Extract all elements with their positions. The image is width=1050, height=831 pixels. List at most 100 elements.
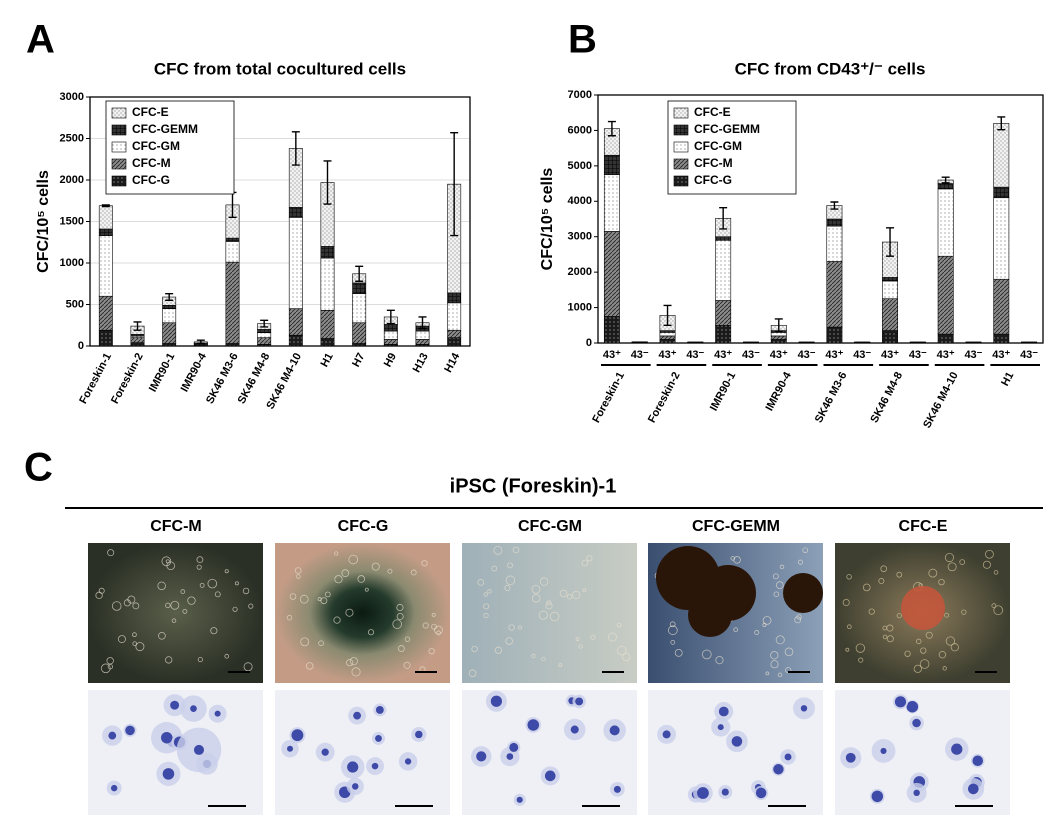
cell — [305, 662, 314, 670]
bar-segment — [993, 123, 1010, 188]
error-bar — [774, 318, 783, 333]
error-bar — [291, 131, 300, 166]
cell — [855, 643, 866, 653]
legend-swatch — [111, 141, 127, 153]
bar-segment — [383, 324, 398, 332]
x-tick-label: H1 — [319, 351, 336, 369]
cell — [410, 569, 417, 576]
cell — [590, 634, 596, 640]
x-tick-label: 43⁻ — [909, 349, 927, 361]
bar-segment — [447, 302, 462, 331]
nucleus — [347, 761, 359, 773]
bar-segment — [257, 337, 272, 345]
colony — [783, 573, 823, 613]
cell — [575, 637, 580, 642]
cell — [196, 556, 204, 564]
x-tick-label: 43⁺ — [714, 349, 732, 361]
cell — [107, 549, 115, 557]
bar-segment — [715, 300, 732, 326]
cell — [559, 589, 568, 598]
bar-segment — [659, 332, 676, 337]
micrograph — [275, 543, 450, 683]
x-tick-label: 43⁺ — [770, 349, 788, 361]
legend-label: CFC-GM — [132, 139, 180, 153]
error-bar — [719, 206, 728, 230]
cell — [100, 663, 111, 674]
cell — [846, 574, 852, 580]
group-label: SK46 M3-6 — [813, 370, 850, 425]
bar-segment — [257, 329, 272, 334]
bar-segment — [770, 332, 787, 337]
cell — [512, 546, 520, 554]
cell — [421, 560, 428, 567]
cell — [847, 624, 852, 630]
bar-segment — [826, 326, 843, 344]
cell — [493, 545, 503, 555]
x-tick-label: 43⁻ — [1020, 349, 1038, 361]
bar-segment — [415, 339, 430, 345]
group-label: Foreskin-1 — [590, 370, 627, 425]
x-tick-label: 43⁻ — [853, 349, 871, 361]
bar-segment — [98, 295, 113, 331]
cell — [770, 660, 779, 669]
cell — [882, 625, 888, 631]
y-tick-label: 0 — [78, 340, 84, 352]
nucleus — [291, 729, 304, 742]
cell — [296, 574, 301, 579]
cell — [586, 555, 593, 562]
nucleus — [609, 725, 620, 736]
cell — [214, 591, 221, 598]
bar-segment — [320, 257, 335, 311]
group-label: SK46 M4-8 — [868, 370, 905, 425]
x-tick-label: H14 — [442, 350, 462, 374]
error-bar — [101, 204, 110, 208]
cell — [477, 578, 485, 586]
legend-box — [667, 100, 797, 195]
y-tick-label: 1000 — [60, 257, 84, 269]
bar-segment — [937, 255, 954, 335]
nucleus — [351, 783, 359, 790]
x-tick-label: 43⁺ — [937, 349, 955, 361]
cell — [549, 611, 560, 622]
chart-title: CFC from CD43⁺/⁻ cells — [735, 59, 926, 78]
cell — [508, 624, 515, 631]
cell — [422, 622, 429, 629]
bar-segment — [659, 335, 676, 340]
cell — [397, 645, 405, 652]
cell — [483, 603, 490, 610]
x-tick-label: 43⁻ — [742, 349, 760, 361]
x-tick-label: H7 — [350, 351, 367, 369]
cell — [770, 651, 779, 660]
bar-segment — [603, 231, 620, 317]
nucleus — [415, 730, 423, 739]
nucleus — [784, 753, 792, 761]
bar-segment — [603, 316, 620, 344]
cell — [165, 656, 173, 664]
cell — [961, 609, 967, 615]
cell — [670, 639, 676, 645]
nucleus — [731, 736, 743, 747]
group-label: Foreskin-2 — [646, 370, 683, 425]
cell — [566, 593, 573, 600]
cell — [483, 592, 488, 597]
cell — [775, 635, 785, 645]
legend-swatch — [673, 141, 689, 153]
x-tick-label: 43⁺ — [825, 349, 843, 361]
cell — [491, 565, 498, 572]
bar-segment — [162, 308, 177, 324]
error-bar — [607, 120, 616, 137]
cell — [487, 589, 492, 594]
bar-segment — [715, 236, 732, 241]
bar-segment — [993, 278, 1010, 335]
x-tick-label: IMR90-1 — [147, 351, 177, 394]
bar-segment — [288, 207, 303, 218]
cell — [991, 603, 997, 609]
nucleus — [721, 788, 729, 796]
cell — [578, 644, 583, 649]
nucleus — [906, 700, 919, 713]
nucleus — [193, 744, 205, 755]
y-tick-label: 2500 — [60, 132, 84, 144]
chart-title: CFC from total cocultured cells — [154, 59, 406, 78]
cell — [364, 587, 369, 592]
legend-label: CFC-G — [132, 173, 170, 187]
